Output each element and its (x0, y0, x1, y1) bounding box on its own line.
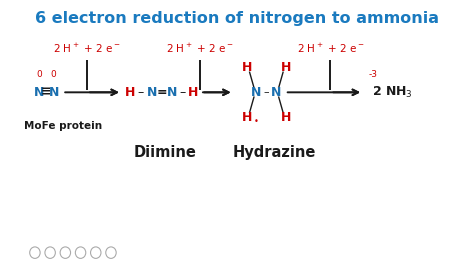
Text: H: H (281, 111, 291, 124)
Text: N: N (147, 86, 157, 99)
Text: =: = (157, 86, 167, 99)
Text: 2 H$^+$ + 2 e$^-$: 2 H$^+$ + 2 e$^-$ (166, 42, 234, 55)
Text: –: – (179, 86, 185, 99)
Text: –: – (264, 87, 269, 97)
Text: MoFe protein: MoFe protein (24, 121, 102, 131)
Text: N: N (48, 86, 59, 99)
Text: 2 H$^+$ + 2 e$^-$: 2 H$^+$ + 2 e$^-$ (297, 42, 364, 55)
Text: 0: 0 (36, 70, 42, 79)
Text: N: N (251, 86, 262, 99)
Text: Hydrazine: Hydrazine (232, 145, 316, 160)
Text: H: H (188, 86, 199, 99)
Text: –: – (137, 86, 144, 99)
Text: H: H (242, 111, 252, 124)
Text: ≡: ≡ (41, 86, 52, 99)
Text: H: H (242, 61, 252, 74)
Text: N: N (34, 86, 45, 99)
Text: 2 NH$_3$: 2 NH$_3$ (372, 85, 412, 100)
Text: 2 H$^+$ + 2 e$^-$: 2 H$^+$ + 2 e$^-$ (54, 42, 121, 55)
Text: 0: 0 (51, 70, 56, 79)
Text: 6 electron reduction of nitrogen to ammonia: 6 electron reduction of nitrogen to ammo… (35, 11, 439, 26)
Text: N: N (271, 86, 281, 99)
Text: -3: -3 (368, 70, 377, 79)
Text: H: H (281, 61, 291, 74)
Text: H: H (125, 86, 136, 99)
Text: •: • (254, 117, 258, 126)
Text: N: N (167, 86, 177, 99)
Text: Diimine: Diimine (134, 145, 197, 160)
